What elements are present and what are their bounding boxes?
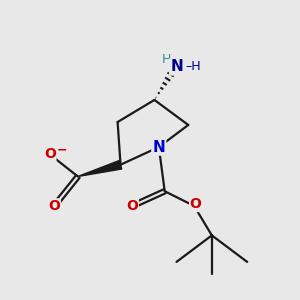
Text: O: O [126,199,138,213]
Text: N: N [152,140,165,154]
Text: H: H [162,53,172,66]
Text: –H: –H [185,61,201,74]
Text: N: N [170,59,183,74]
Text: O: O [48,199,60,213]
Text: −: − [57,143,68,157]
Text: O: O [190,197,202,212]
Polygon shape [78,160,122,176]
Text: O: O [44,147,56,161]
